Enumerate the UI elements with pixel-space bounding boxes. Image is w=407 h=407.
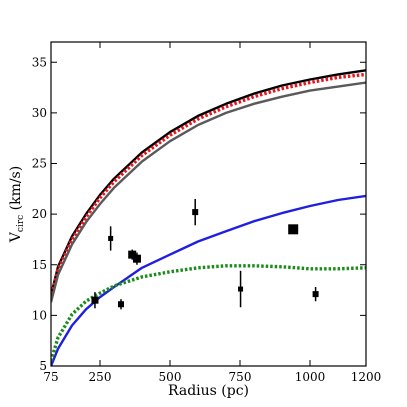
- x-tick-label: 500: [159, 370, 182, 384]
- point-marker: [238, 286, 244, 292]
- data-point-2: [108, 226, 114, 251]
- data-point-1: [91, 292, 99, 309]
- y-tick-label: 5: [39, 359, 47, 373]
- y-tick-label: 20: [32, 207, 47, 221]
- series-lines-layer: [51, 69, 366, 366]
- data-point-9: [312, 287, 319, 302]
- data-point-5: [132, 252, 141, 265]
- data-point-4: [128, 249, 137, 260]
- y-tick-label: 25: [32, 157, 47, 171]
- y-axis-label-subscript: circ: [16, 215, 26, 232]
- point-marker: [132, 254, 141, 263]
- x-tick-label: 75: [43, 370, 58, 384]
- series-line-3: [51, 81, 366, 303]
- y-tick-label: 15: [32, 258, 47, 272]
- point-marker: [118, 301, 124, 308]
- data-point-8: [288, 224, 299, 235]
- y-tick-label: 35: [32, 55, 47, 69]
- point-marker: [108, 235, 114, 241]
- series-line-2: [51, 72, 366, 299]
- point-marker: [128, 250, 137, 259]
- y-axis-label-unit: (km/s): [8, 166, 24, 215]
- x-tick-label: 750: [229, 370, 252, 384]
- y-axis-label-main: V: [8, 231, 24, 243]
- x-tick-label: 250: [89, 370, 112, 384]
- axis-ticks-layer: 75 250 500 750 1000 1200 5 10 15 20 25 30 35: [32, 42, 382, 384]
- data-points-layer: [91, 198, 319, 310]
- x-axis-label: Radius (pc): [168, 383, 249, 399]
- plot-frame: [50, 41, 367, 367]
- x-tick-label: 1200: [351, 370, 382, 384]
- series-line-4: [51, 194, 366, 366]
- x-tick-label: 1000: [295, 370, 326, 384]
- point-marker: [192, 209, 199, 216]
- y-tick-label: 30: [32, 106, 47, 120]
- data-point-6: [192, 198, 199, 226]
- point-marker: [312, 291, 319, 298]
- point-marker: [91, 296, 99, 304]
- y-tick-label: 10: [32, 308, 47, 322]
- data-point-3: [118, 299, 124, 310]
- data-point-7: [238, 270, 244, 308]
- y-axis-label: Vcirc (km/s): [8, 166, 26, 243]
- point-marker: [288, 224, 299, 235]
